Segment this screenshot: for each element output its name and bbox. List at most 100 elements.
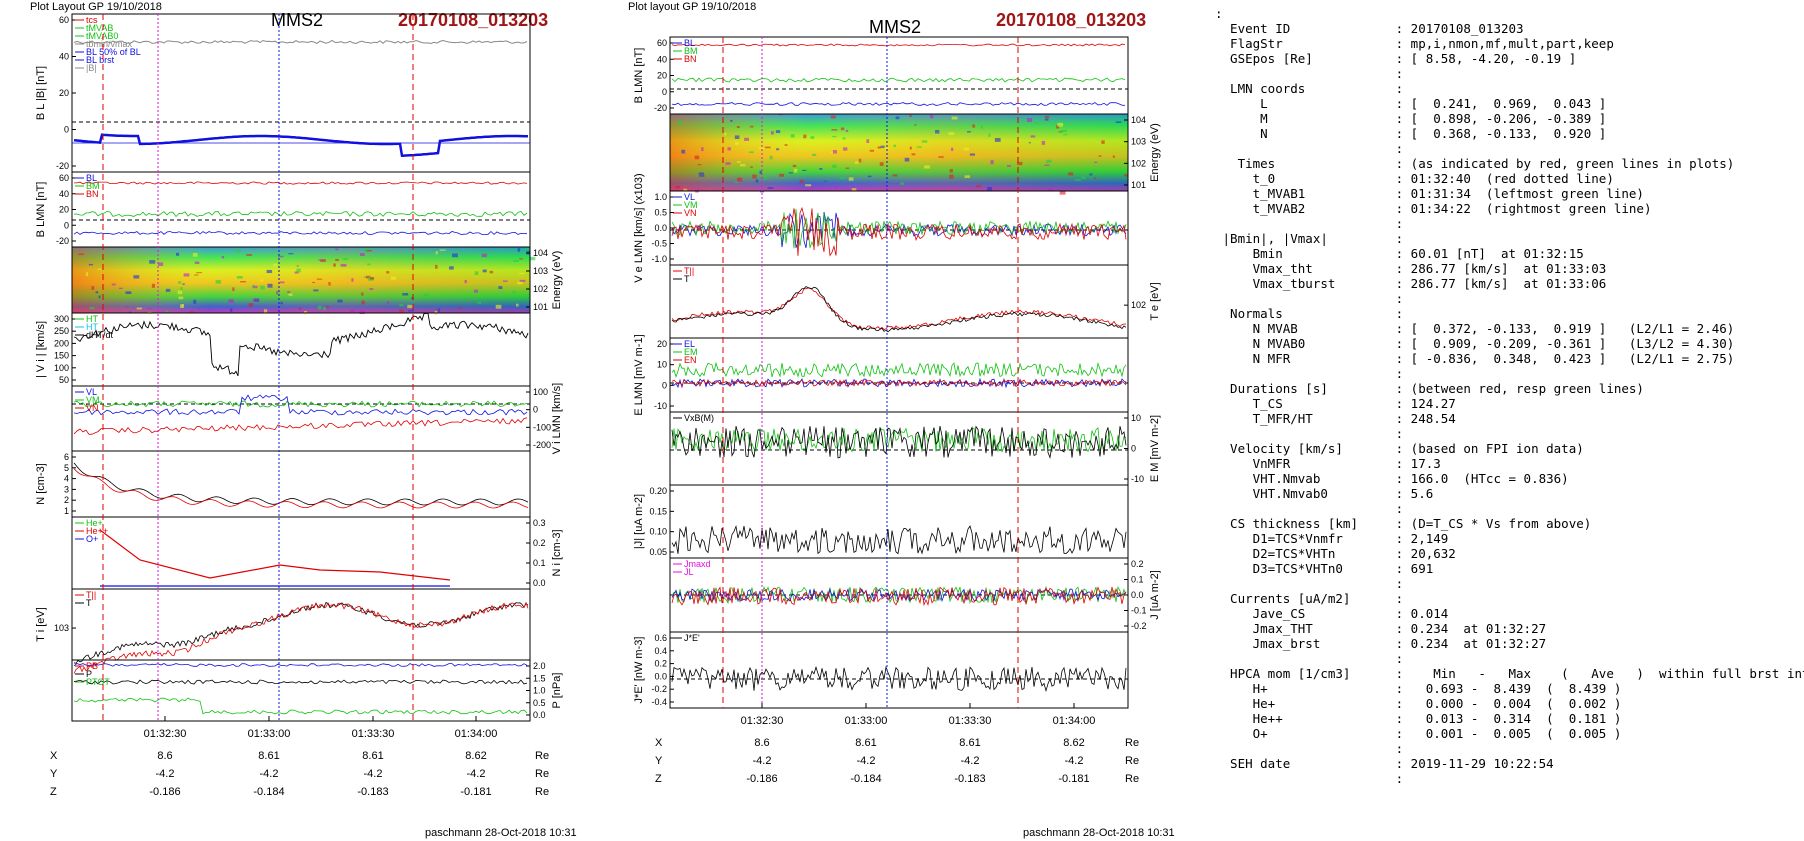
series-te (671, 286, 1127, 333)
y-tick-label: 0 (533, 405, 538, 415)
spectrogram-pixel (119, 287, 123, 290)
spectrogram-pixel (91, 286, 95, 291)
spectrogram-pixel (369, 288, 374, 290)
series-n-h (73, 468, 529, 509)
spectrogram-pixel (879, 162, 884, 166)
series-el (671, 377, 1127, 389)
legend-entry: BN (684, 54, 697, 64)
spectrogram-pixel (1030, 135, 1036, 138)
spectrogram-pixel (248, 303, 253, 307)
y-tick-label: 104 (533, 248, 548, 258)
spectrogram-pixel (367, 263, 371, 266)
spectrogram-pixel (129, 311, 132, 313)
y-tick-label: 0.0 (654, 671, 667, 681)
spectrogram-pixel (322, 306, 326, 310)
spectrogram-pixel (484, 251, 488, 254)
spectrogram-pixel (390, 276, 397, 280)
spectrogram-pixel (136, 307, 142, 310)
spectrogram-pixel (1098, 155, 1102, 157)
y-tick-label: 0.2 (1131, 559, 1144, 569)
spectrogram-pixel (88, 263, 93, 266)
spectrogram-pixel (423, 293, 429, 297)
spectrogram-pixel (192, 252, 198, 257)
spectrogram-pixel (1068, 172, 1074, 176)
spectrogram-pixel (819, 167, 823, 170)
y-tick-label: 1.5 (533, 673, 546, 683)
spectrogram-pixel (252, 298, 258, 302)
legend-entry: HT (86, 322, 98, 332)
ephemeris-value: -0.184 (850, 773, 881, 785)
spectrogram-pixel (1026, 118, 1033, 122)
spectrogram-pixel (948, 132, 955, 135)
left-footer: paschmann 28-Oct-2018 10:31 (425, 827, 577, 839)
spectrogram-pixel (734, 135, 740, 140)
spectrogram-pixel (851, 188, 857, 192)
legend-entry: VxB(M) (684, 413, 714, 423)
spectrogram-pixel (824, 180, 827, 182)
series-vn (73, 417, 528, 435)
series-vm (671, 208, 1127, 249)
spectrogram-pixel (337, 299, 343, 303)
spectrogram-shading (72, 247, 530, 313)
y-tick-label: 5 (64, 463, 69, 473)
spectrogram-pixel (317, 305, 322, 310)
y-tick-label: 0.2 (533, 538, 546, 548)
spectrogram-pixel (452, 253, 458, 258)
spectrogram-pixel (181, 303, 184, 308)
spectrogram-pixel (464, 280, 467, 284)
y-axis-label: | V i | [km/s] (35, 321, 47, 378)
legend-entry: He+ (86, 518, 103, 528)
ephemeris-value: -4.2 (961, 755, 980, 767)
spectrogram-pixel (921, 140, 928, 143)
spectrogram-pixel (994, 137, 1001, 142)
y-tick-label: 0.10 (649, 527, 667, 537)
spectrogram-pixel (1101, 140, 1105, 144)
spectrogram-pixel (699, 175, 705, 177)
spectrogram-pixel (298, 307, 302, 310)
legend-entry: T|| (684, 266, 694, 276)
spectrogram-pixel (909, 114, 912, 118)
spectrogram-pixel (949, 169, 953, 173)
ephemeris-value: 8.61 (258, 750, 279, 762)
spectrogram-pixel (900, 182, 905, 185)
spectrogram-pixel (482, 269, 487, 273)
spectrogram-pixel (843, 147, 848, 151)
spectrogram-pixel (911, 153, 916, 156)
spectrogram-shading (670, 114, 1128, 191)
panel-ti: 103 T i [eV] T||T (35, 588, 531, 674)
spectrogram-pixel (802, 169, 807, 172)
series-he-plus-plus (99, 529, 451, 581)
legend-entry: He++ (86, 526, 108, 536)
y-axis-label: T e [eV] (1149, 282, 1161, 320)
y-tick-label: 250 (54, 326, 69, 336)
spectrogram-pixel (949, 174, 954, 179)
y-tick-label: 101 (533, 302, 548, 312)
spectrogram-pixel (359, 253, 365, 256)
spectrogram-pixel (517, 248, 521, 252)
spectrogram-pixel (1058, 131, 1063, 133)
y-axis-label: E M [mV m-2] (1149, 415, 1161, 482)
spectrogram-pixel (276, 290, 279, 295)
y-tick-label: 0.4 (654, 646, 667, 656)
spectrogram-pixel (98, 295, 101, 299)
spectrogram-pixel (350, 309, 356, 312)
spectrogram-pixel (834, 186, 838, 188)
y-tick-label: 40 (59, 52, 69, 62)
y-tick-label: -20 (654, 103, 667, 113)
series-p-b (73, 663, 528, 667)
ephemeris-label-x: X (50, 750, 58, 762)
legend-entry: PTOT (86, 677, 110, 687)
spectrogram-pixel (1061, 129, 1067, 133)
spectrogram-pixel (126, 306, 129, 308)
ephemeris-value: -0.186 (746, 773, 777, 785)
spectrogram-pixel (1034, 121, 1039, 124)
spectrogram-pixel (361, 300, 365, 305)
spectrogram-pixel (1056, 125, 1060, 129)
spectrogram-pixel (359, 310, 365, 314)
time-axis: 01:32:30 01:33:00 01:33:30 01:34:00 X 8.6 8.61… (50, 716, 549, 798)
spectrogram-pixel (1123, 174, 1128, 177)
legend-entry: EN (684, 355, 697, 365)
spectrogram-pixel (325, 306, 330, 308)
spectrogram-pixel (165, 288, 171, 292)
